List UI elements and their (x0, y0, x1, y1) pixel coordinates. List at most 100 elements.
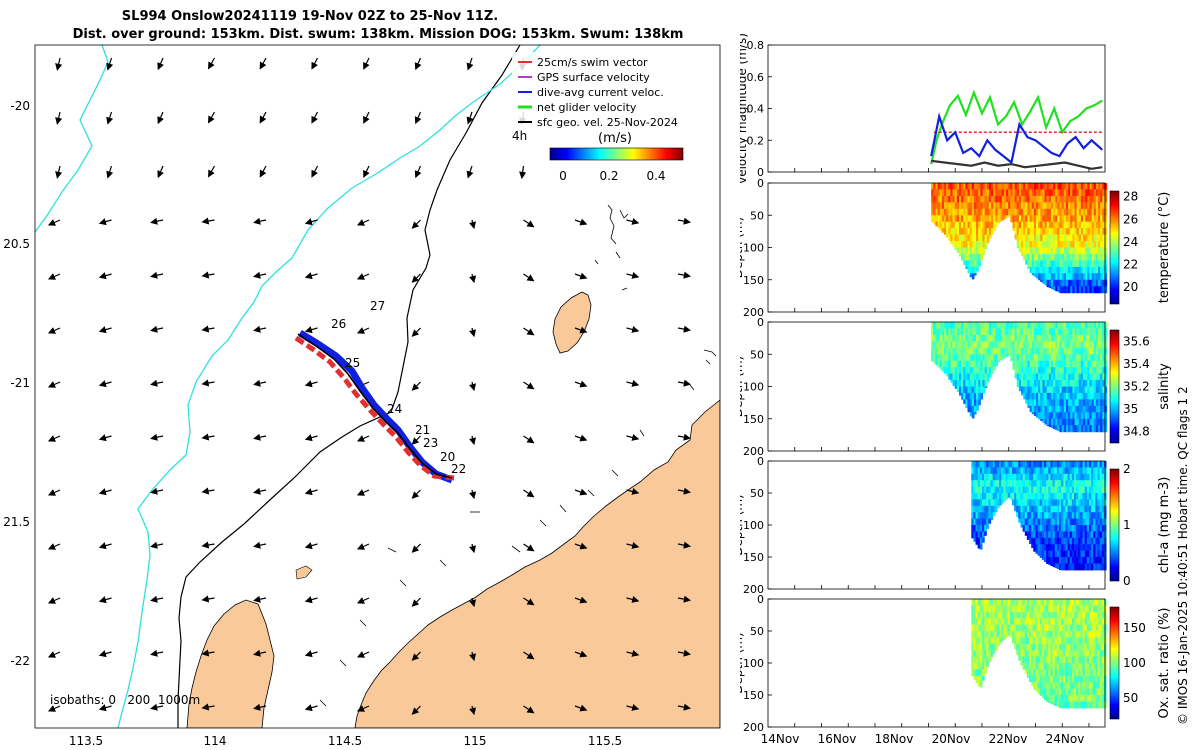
section-cell (1046, 669, 1049, 677)
section-cell (1048, 241, 1052, 249)
section-cell (1078, 412, 1082, 420)
section-cell (1042, 334, 1046, 342)
section-cell (971, 341, 975, 349)
velocity-arrow (150, 595, 164, 603)
velocity-arrow (253, 487, 267, 495)
section-cell (1078, 669, 1081, 677)
section-cell (1095, 279, 1099, 287)
section-cell (1066, 386, 1069, 394)
section-cell (990, 461, 994, 468)
section-cell (1037, 486, 1041, 494)
section-cell (1065, 624, 1069, 632)
section-cell (1066, 234, 1069, 242)
section-cell (994, 631, 998, 638)
section-cell (1048, 675, 1051, 683)
section-cell (977, 505, 981, 513)
section-cell (994, 480, 998, 488)
section-cell (978, 260, 981, 267)
section-cell (1066, 189, 1069, 197)
section-cell (1014, 334, 1018, 342)
section-cell (1059, 631, 1062, 638)
map-colorbar-tick: 0 (559, 169, 567, 183)
section-cell (1026, 675, 1030, 678)
section-cell (1076, 328, 1080, 336)
section-cell (1007, 605, 1011, 613)
section-cell (1016, 473, 1019, 481)
section-cell (1048, 605, 1051, 613)
section-cell (1069, 675, 1073, 683)
section-cell (1087, 253, 1090, 261)
section-cell (959, 228, 962, 236)
section-cell (1087, 347, 1090, 355)
section-cell (1046, 273, 1050, 281)
section-cell (1061, 279, 1065, 287)
section-cell (1044, 663, 1047, 670)
section-cell (1052, 550, 1056, 558)
section-cell (982, 493, 985, 500)
section-cell (995, 341, 998, 349)
section-cell (1051, 247, 1054, 255)
section-cell (1014, 322, 1018, 329)
section-cell (1059, 531, 1062, 539)
section-cell (1066, 215, 1069, 223)
section-cell (1101, 669, 1105, 677)
section-cell (1057, 273, 1061, 281)
section-cell (982, 525, 985, 532)
section-cell (1011, 467, 1015, 475)
section-cell (1026, 611, 1030, 619)
section-cell (977, 499, 981, 507)
section-cell (1067, 525, 1071, 532)
velocity-arrow (157, 57, 164, 71)
section-cell (984, 505, 987, 513)
section-cell (1063, 537, 1066, 545)
section-cell (1095, 386, 1099, 394)
section-cell (1095, 518, 1099, 526)
section-cell (1016, 461, 1019, 468)
section-cell (946, 334, 949, 342)
section-cell (1099, 550, 1103, 558)
section-cell (1100, 392, 1103, 400)
section-cell (980, 360, 984, 368)
section-cell (1093, 412, 1097, 420)
section-cell (984, 525, 987, 532)
section-cell (1052, 663, 1056, 670)
section-cell (1063, 367, 1067, 375)
section-cell (1036, 260, 1039, 268)
section-cell (980, 341, 984, 349)
section-cell (1095, 493, 1099, 500)
section-cell (967, 380, 971, 388)
section-cell (1008, 195, 1011, 203)
section-cell (1091, 228, 1095, 236)
section-cell (1084, 467, 1088, 475)
section-cell (1046, 228, 1050, 236)
section-cell (1086, 663, 1090, 670)
section-cell (937, 208, 941, 216)
section-cell (1063, 605, 1066, 613)
section-cell (988, 328, 992, 336)
section-cell (975, 637, 979, 645)
section-cell (1098, 228, 1101, 236)
section-cell (1016, 631, 1019, 638)
section-cell (1098, 380, 1101, 388)
section-cell (1046, 682, 1049, 690)
section-cell (1007, 599, 1011, 606)
section-cell (1033, 611, 1036, 619)
section-cell (996, 480, 1000, 488)
section-cell (1052, 512, 1056, 520)
section-cell (1078, 544, 1081, 552)
section-cell (1018, 656, 1021, 661)
section-cell (971, 334, 975, 342)
section-cell (1076, 241, 1080, 249)
section-cell (1055, 354, 1058, 362)
section-cell (1048, 392, 1052, 400)
section-cell (986, 354, 990, 362)
section-cell (1014, 499, 1017, 507)
section-cell (1055, 273, 1058, 281)
section-cell (1059, 688, 1062, 696)
section-cell (1027, 399, 1031, 407)
section-cell (1074, 367, 1078, 375)
section-cell (1061, 266, 1065, 274)
section-cell (1055, 247, 1058, 255)
section-cell (1076, 599, 1079, 606)
section-cell (1089, 215, 1093, 223)
